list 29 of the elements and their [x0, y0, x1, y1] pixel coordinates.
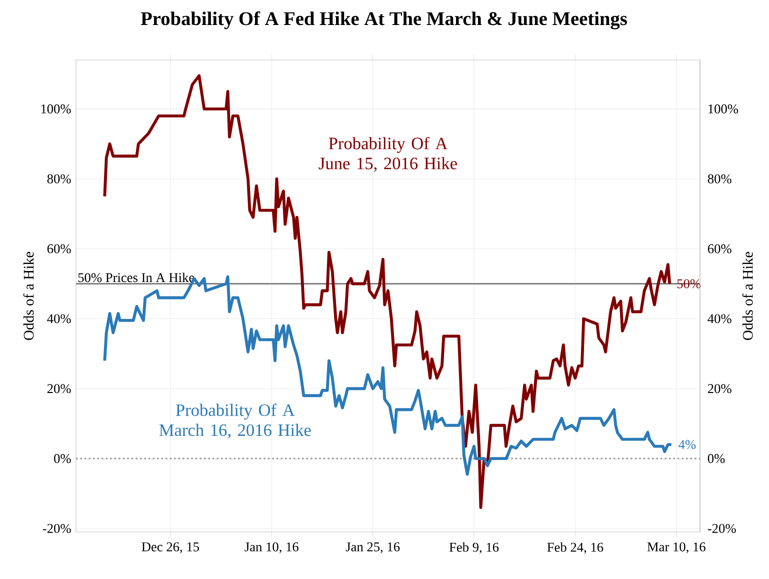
y2-axis-title: Odds of a Hike: [742, 252, 753, 340]
y-tick-label: 80%: [47, 174, 71, 184]
y-tick-label: -20%: [42, 524, 71, 533]
y-tick-label: 0%: [54, 454, 71, 464]
x-tick-label: Dec 26, 15: [142, 542, 199, 554]
x-tick-label: Jan 25, 16: [346, 542, 400, 554]
y-axis-title: Odds of a Hike: [23, 252, 34, 340]
line-series: [103, 74, 672, 509]
y2-tick-label: 80%: [708, 174, 732, 184]
y-tick-label: 40%: [47, 314, 71, 324]
annotation: 50%: [677, 279, 701, 288]
ref-line-label: 50% Prices In A Hike: [78, 272, 194, 282]
y2-tick-label: 40%: [708, 314, 732, 324]
text: Probability Of A June 15, 2016 Hike: [318, 136, 457, 172]
chart-title: Probability Of A Fed Hike At The March & June Meetings: [140, 11, 627, 30]
x-tick-label: Feb 24, 16: [547, 542, 604, 554]
y2-tick-label: 20%: [708, 384, 732, 394]
y2-tick-label: 0%: [708, 454, 725, 464]
y-tick-label: 60%: [47, 244, 71, 254]
y-tick-label: 100%: [41, 104, 71, 114]
annotation: 4%: [678, 440, 696, 450]
x-tick-label: Mar 10, 16: [647, 542, 706, 554]
x-tick-label: Feb 9, 16: [449, 542, 499, 554]
x-tick-label: Jan 10, 16: [244, 542, 298, 554]
y2-tick-label: 60%: [708, 244, 732, 254]
y-tick-label: 20%: [47, 384, 71, 394]
y2-tick-label: -20%: [708, 524, 736, 533]
series-label: Probability Of A March 16, 2016 Hike: [159, 404, 311, 439]
y2-tick-label: 100%: [708, 104, 738, 114]
